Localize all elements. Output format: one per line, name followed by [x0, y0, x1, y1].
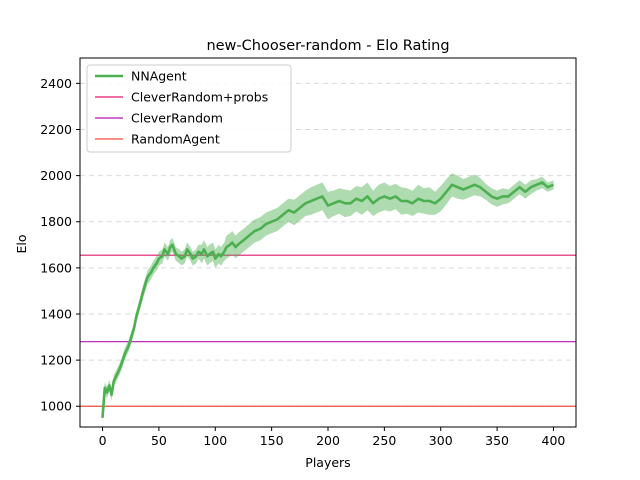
x-tick-label: 200	[316, 433, 340, 448]
x-tick-label: 300	[429, 433, 453, 448]
y-tick-label: 1000	[40, 399, 72, 414]
nnagent-line	[101, 181, 555, 418]
x-tick-label: 350	[485, 433, 509, 448]
legend-label: RandomAgent	[131, 132, 220, 147]
legend-item: CleverRandom	[95, 111, 223, 126]
y-axis-label: Elo	[14, 234, 29, 253]
y-tick-label: 2200	[40, 122, 72, 137]
x-tick-label: 150	[260, 433, 284, 448]
legend-item: RandomAgent	[95, 132, 220, 147]
legend: NNAgent CleverRandom+probs CleverRandom Ran…	[86, 64, 292, 153]
x-tick-label: 250	[372, 433, 396, 448]
y-tick-label: 2000	[40, 168, 72, 183]
y-tick-label: 1800	[40, 214, 72, 229]
y-tick-label: 1400	[40, 306, 72, 321]
y-axis-ticks: 1000 1200 1400 1600 1800 2000 2200 2400	[40, 76, 80, 414]
confidence-band	[102, 173, 554, 423]
x-tick-label: 50	[151, 433, 167, 448]
legend-label: CleverRandom	[131, 111, 223, 126]
x-axis-ticks: 0 50 100 150 200 250 300 350 400	[99, 427, 566, 448]
chart-title: new-Chooser-random - Elo Rating	[206, 38, 449, 54]
legend-label: NNAgent	[131, 69, 187, 84]
legend-item: NNAgent	[95, 69, 187, 84]
y-tick-label: 2400	[40, 76, 72, 91]
legend-label: CleverRandom+probs	[131, 90, 268, 105]
y-tick-label: 1600	[40, 260, 72, 275]
legend-item: CleverRandom+probs	[95, 90, 268, 105]
x-tick-label: 0	[99, 433, 107, 448]
y-tick-label: 1200	[40, 353, 72, 368]
nnagent-series	[101, 173, 555, 423]
x-tick-label: 400	[542, 433, 566, 448]
x-axis-label: Players	[305, 455, 350, 470]
x-tick-label: 100	[203, 433, 227, 448]
legend-box	[86, 64, 292, 153]
